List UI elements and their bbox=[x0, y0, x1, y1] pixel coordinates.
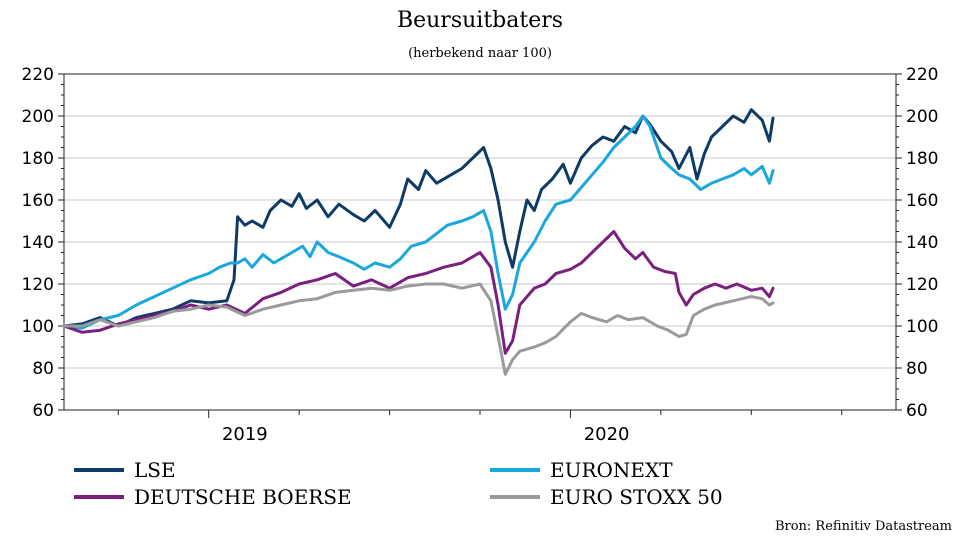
y-tick-label-right: 100 bbox=[906, 317, 938, 337]
y-tick-label-right: 140 bbox=[906, 233, 938, 253]
series-group bbox=[62, 108, 775, 376]
y-tick-label-right: 180 bbox=[906, 149, 938, 169]
y-tick-label-left: 160 bbox=[22, 191, 54, 211]
y-tick-label-right: 200 bbox=[906, 107, 938, 127]
series-line-lse bbox=[62, 108, 775, 328]
source-note: Bron: Refinitiv Datastream bbox=[775, 519, 952, 534]
y-tick-label-left: 140 bbox=[22, 233, 54, 253]
series-line-euro-stoxx-50 bbox=[62, 282, 775, 376]
y-tick-label-right: 80 bbox=[906, 359, 928, 379]
y-tick-label-left: 120 bbox=[22, 275, 54, 295]
chart-title: Beursuitbaters bbox=[397, 8, 563, 33]
legend-label: LSE bbox=[134, 458, 176, 482]
legend: LSE EURONEXT DEUTSCHE BOERSE EURO STOXX 50 bbox=[74, 458, 723, 509]
y-tick-label-right: 60 bbox=[906, 401, 928, 421]
legend-label: DEUTSCHE BOERSE bbox=[134, 485, 352, 509]
y-tick-label-right: 120 bbox=[906, 275, 938, 295]
axes: 60 60 80 80 100 100 120 120 140 140 160 160 180 180 20… bbox=[22, 65, 939, 445]
series-line-deutsche-boerse bbox=[62, 230, 775, 355]
y-tick-label-left: 60 bbox=[32, 401, 54, 421]
y-tick-label-right: 220 bbox=[906, 65, 938, 85]
x-tick-label: 2019 bbox=[222, 424, 268, 445]
series-line-euronext bbox=[62, 114, 775, 330]
y-tick-label-left: 180 bbox=[22, 149, 54, 169]
y-tick-label-left: 220 bbox=[22, 65, 54, 85]
y-tick-label-left: 80 bbox=[32, 359, 54, 379]
y-tick-label-right: 160 bbox=[906, 191, 938, 211]
chart-subtitle: (herbekend naar 100) bbox=[408, 46, 552, 61]
legend-label: EURONEXT bbox=[550, 458, 673, 482]
x-tick-label: 2020 bbox=[584, 424, 630, 445]
grid bbox=[64, 115, 896, 369]
y-tick-label-left: 100 bbox=[22, 317, 54, 337]
y-tick-label-left: 200 bbox=[22, 107, 54, 127]
legend-label: EURO STOXX 50 bbox=[550, 485, 723, 509]
